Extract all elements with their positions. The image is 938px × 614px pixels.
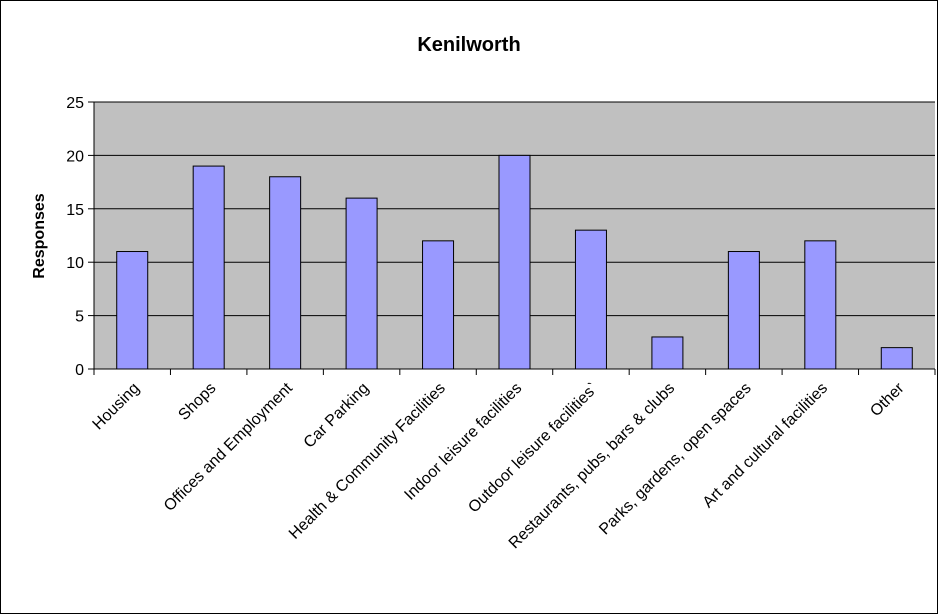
bar-health-community-facilities [422, 240, 455, 370]
bar-housing [116, 251, 149, 370]
y-tick-label: 25 [66, 95, 84, 112]
y-axis-label: Responses [31, 193, 48, 278]
y-tick-label: 5 [75, 309, 84, 326]
bar-other [880, 347, 913, 370]
x-category-label: Restaurants, pubs, bars & clubs [506, 380, 678, 552]
y-tick-label: 15 [66, 202, 84, 219]
chart-title: Kenilworth [417, 34, 520, 56]
x-category-label: Outdoor leisure facilities` [465, 380, 602, 517]
bar-parks-gardens-open-spaces [727, 251, 760, 370]
x-category-label: Health & Community Facilities [286, 380, 449, 543]
x-category-label: Parks, gardens, open spaces [596, 380, 755, 539]
y-tick-label: 0 [75, 362, 84, 379]
y-tick-label: 10 [66, 255, 84, 272]
x-category-label: Housing [90, 380, 144, 434]
bar-offices-and-employment [269, 176, 302, 370]
bar-restaurants-pubs-bars-clubs [651, 336, 684, 370]
x-category-label: Other [867, 379, 908, 420]
x-category-label: Art and cultural facilities [700, 380, 831, 511]
y-tick-label: 20 [66, 148, 84, 165]
bar-car-parking [345, 197, 378, 370]
x-category-label: Offices and Employment [161, 379, 296, 514]
bar-shops [192, 165, 225, 370]
bar-indoor-leisure-facilities [498, 154, 531, 370]
x-category-label: Shops [175, 380, 219, 424]
x-category-label: Car Parking [301, 380, 373, 452]
bar-art-and-cultural-facilities [804, 240, 837, 370]
bar-outdoor-leisure-facilities [574, 229, 607, 370]
